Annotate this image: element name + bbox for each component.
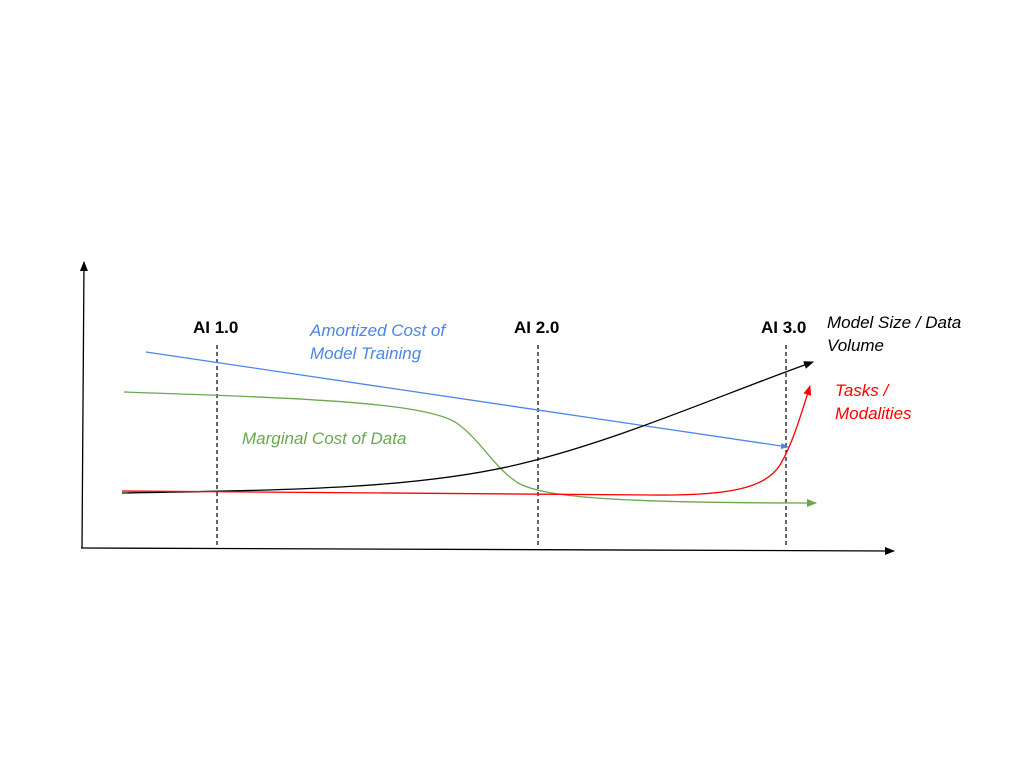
tasks-curve (121, 385, 812, 496)
marginal-cost-curve (123, 391, 817, 507)
x-axis (80, 546, 895, 555)
era-label-ai-3: AI 3.0 (761, 318, 807, 337)
marginal-cost-label: Marginal Cost of Data (242, 429, 407, 448)
y-axis (79, 261, 88, 549)
model-size-label-line2: Volume (827, 336, 885, 355)
amortized-cost-label: Amortized Cost of Model Training (310, 319, 445, 365)
amortized-cost-curve (145, 351, 789, 449)
model-size-curve (121, 361, 814, 494)
tasks-label-line1: Tasks / (835, 381, 889, 400)
tasks-label-line2: Modalities (835, 404, 912, 423)
era-label-ai-1: AI 1.0 (193, 318, 239, 337)
amortized-cost-label-line1: Amortized Cost of (310, 321, 446, 340)
model-size-label: Model Size / Data Volume (827, 311, 961, 357)
tasks-label: Tasks / Modalities (835, 379, 912, 425)
era-label-ai-2: AI 2.0 (514, 318, 560, 337)
model-size-label-line1: Model Size / Data (827, 313, 962, 332)
amortized-cost-label-line2: Model Training (310, 344, 422, 363)
